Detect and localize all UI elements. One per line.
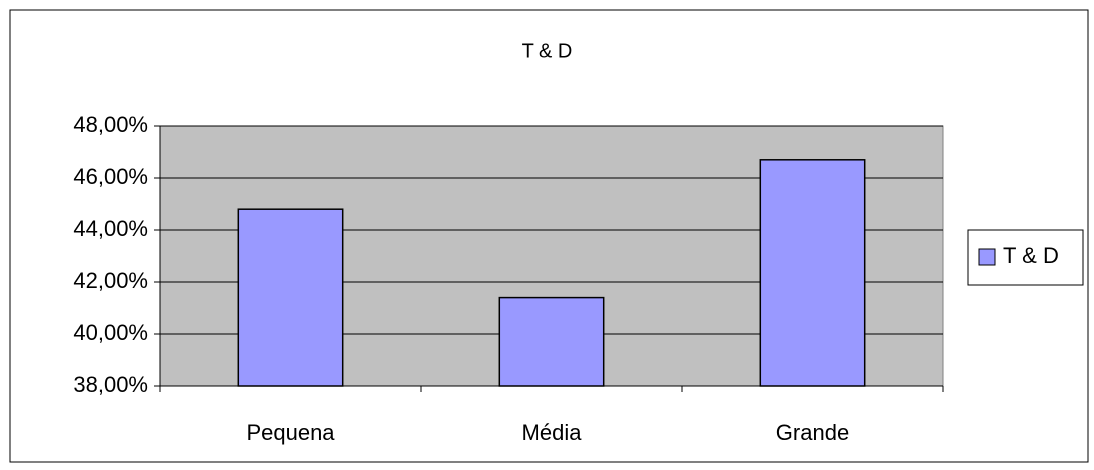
y-tick-label: 46,00%	[73, 164, 148, 189]
y-tick-label: 42,00%	[73, 268, 148, 293]
bar	[759, 159, 866, 387]
legend-label: T & D	[1003, 243, 1059, 268]
y-tick-label: 44,00%	[73, 216, 148, 241]
x-tick-label: Grande	[776, 420, 849, 445]
legend-swatch	[978, 248, 996, 266]
y-tick-label: 38,00%	[73, 372, 148, 397]
y-tick-label: 40,00%	[73, 320, 148, 345]
x-tick-label: Pequena	[246, 420, 335, 445]
x-tick-label: Média	[522, 420, 583, 445]
chart-title: T & D	[522, 40, 573, 62]
y-tick-label: 48,00%	[73, 112, 148, 137]
bar	[237, 208, 344, 387]
bar	[498, 296, 605, 387]
